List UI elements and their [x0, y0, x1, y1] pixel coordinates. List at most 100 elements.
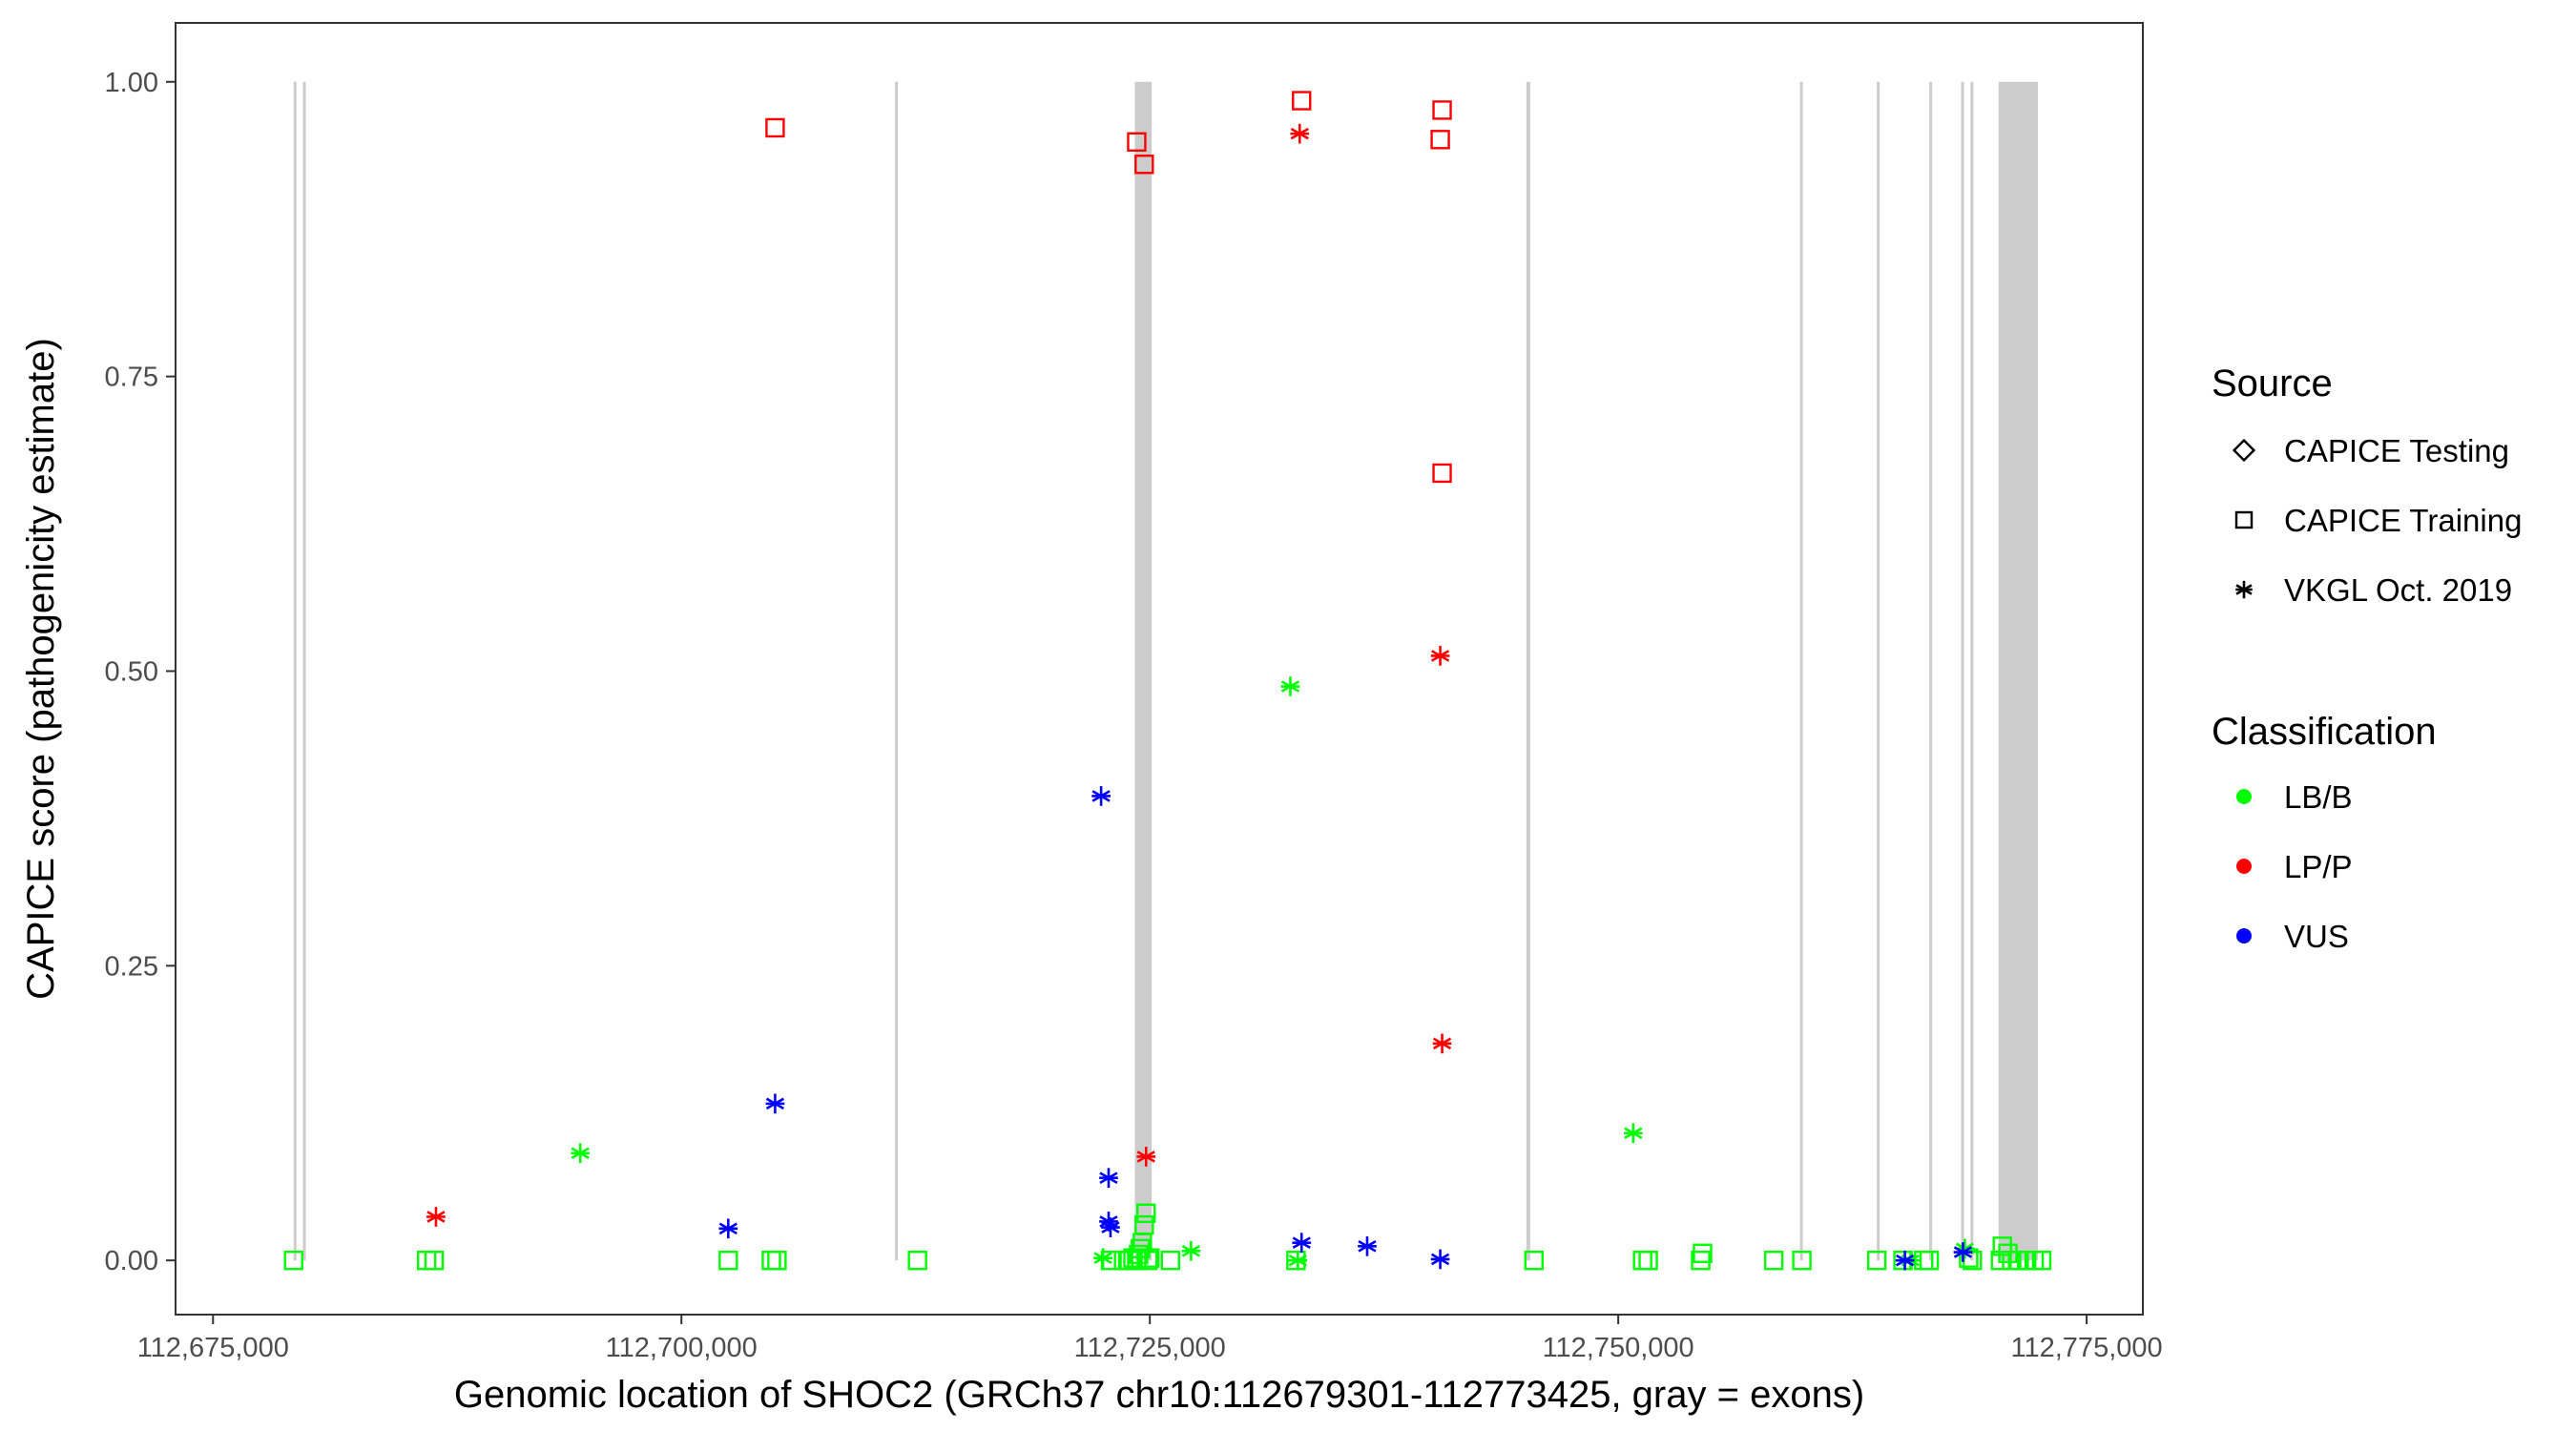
exon-band	[302, 81, 306, 1261]
data-point	[1280, 676, 1300, 696]
data-point	[1763, 1250, 1784, 1271]
exon-band	[1526, 81, 1530, 1261]
data-point	[1792, 1250, 1812, 1271]
legend-classification-item: LP/P	[2236, 849, 2353, 884]
data-points	[283, 91, 2052, 1271]
exon-band	[1961, 81, 1964, 1261]
legend-source-item: CAPICE Training	[2234, 503, 2522, 538]
data-point	[1895, 1250, 1915, 1271]
legend-color-dot	[2236, 789, 2252, 804]
x-axis-title: Genomic location of SHOC2 (GRCh37 chr10:…	[454, 1374, 1864, 1416]
data-point	[907, 1250, 927, 1271]
legend-source-item: VKGL Oct. 2019	[2235, 572, 2512, 608]
y-tick-label: 0.75	[105, 363, 158, 393]
exon-band	[1998, 81, 2039, 1261]
data-point	[1136, 1147, 1156, 1167]
exon-band	[895, 81, 899, 1261]
data-point	[718, 1218, 738, 1239]
legend-classification-item: VUS	[2236, 919, 2349, 954]
exon-band	[1134, 81, 1153, 1261]
data-point	[1432, 463, 1452, 484]
data-point	[767, 1250, 787, 1271]
data-point	[1953, 1242, 1973, 1262]
data-point	[1101, 1217, 1120, 1237]
legend-classification-label: LP/P	[2284, 849, 2353, 884]
data-point	[1624, 1123, 1643, 1144]
legend-key-asterisk	[2235, 580, 2253, 599]
x-tick-label: 112,750,000	[1543, 1333, 1694, 1363]
x-tick-label: 112,700,000	[606, 1333, 758, 1363]
data-point	[1866, 1250, 1887, 1271]
legend-classification-item: LB/B	[2236, 779, 2353, 815]
legend-source-item: CAPICE Testing	[2232, 433, 2509, 468]
data-point	[718, 1250, 738, 1271]
data-point	[1136, 1203, 1156, 1223]
x-tick-label: 112,675,000	[137, 1333, 289, 1363]
data-point	[1524, 1250, 1544, 1271]
data-point	[1139, 1248, 1160, 1268]
data-point	[1638, 1250, 1658, 1271]
x-tick-label: 112,775,000	[2011, 1333, 2163, 1363]
data-point	[426, 1207, 446, 1227]
legend-color-dot	[2236, 859, 2252, 874]
data-point	[424, 1250, 445, 1271]
exon-band	[1970, 81, 1974, 1261]
data-point	[1430, 1249, 1450, 1270]
data-point	[1292, 91, 1312, 111]
data-point	[283, 1250, 303, 1271]
data-point	[1099, 1168, 1118, 1189]
data-point	[765, 117, 785, 138]
exon-band	[1929, 81, 1933, 1261]
data-point	[761, 1250, 781, 1271]
data-point	[1358, 1235, 1377, 1256]
exon-bands	[293, 81, 2039, 1261]
data-point	[1099, 1212, 1118, 1232]
legend: Source CAPICE Testing CAPICE Training VKGL…	[2212, 363, 2522, 954]
data-point	[1127, 132, 1147, 152]
legend-source-title: Source	[2212, 363, 2333, 404]
y-tick-label: 0.50	[105, 656, 158, 687]
data-point	[1290, 123, 1310, 144]
data-point	[1181, 1240, 1201, 1261]
exon-band	[293, 81, 297, 1261]
data-point	[1093, 1248, 1112, 1269]
y-tick-label: 0.25	[105, 951, 158, 982]
exon-band	[1877, 81, 1880, 1261]
plot-panel	[175, 22, 2144, 1316]
exon-band	[1799, 81, 1803, 1261]
data-point	[1091, 786, 1111, 806]
x-axis: 112,675,000 112,700,000 112,725,000 112,750…	[137, 1315, 2163, 1363]
legend-source-label: CAPICE Testing	[2284, 433, 2509, 468]
legend-classification-title: Classification	[2212, 711, 2437, 753]
data-point	[1160, 1250, 1180, 1271]
data-point	[1134, 155, 1154, 175]
data-point	[1919, 1250, 1940, 1271]
y-tick-label: 1.00	[105, 68, 158, 98]
data-point	[765, 1093, 785, 1114]
y-axis-title: CAPICE score (pathogenicity estimate)	[20, 338, 62, 1000]
data-point	[1998, 1243, 2018, 1263]
x-tick-label: 112,725,000	[1074, 1333, 1226, 1363]
y-axis: 0.00 0.25 0.50 0.75 1.00	[105, 68, 176, 1276]
data-point	[1432, 1033, 1452, 1054]
data-point	[2031, 1250, 2052, 1271]
data-point	[1134, 1214, 1154, 1235]
data-point	[1138, 1250, 1158, 1271]
legend-key-square	[2234, 510, 2254, 529]
data-point	[1288, 1250, 1308, 1271]
legend-classification-label: VUS	[2284, 919, 2349, 954]
data-point	[1632, 1250, 1652, 1271]
data-point	[1691, 1250, 1711, 1271]
y-tick-label: 0.00	[105, 1246, 158, 1276]
data-point	[1430, 646, 1450, 666]
legend-source-label: VKGL Oct. 2019	[2284, 572, 2512, 608]
data-point	[1693, 1243, 1713, 1263]
legend-source-label: CAPICE Training	[2284, 503, 2522, 538]
legend-color-dot	[2236, 928, 2252, 944]
data-point	[571, 1143, 591, 1164]
legend-source-items: CAPICE Testing CAPICE Training VKGL Oct. 2…	[2232, 433, 2522, 608]
legend-classification-label: LB/B	[2284, 779, 2353, 815]
data-point	[1430, 130, 1450, 150]
